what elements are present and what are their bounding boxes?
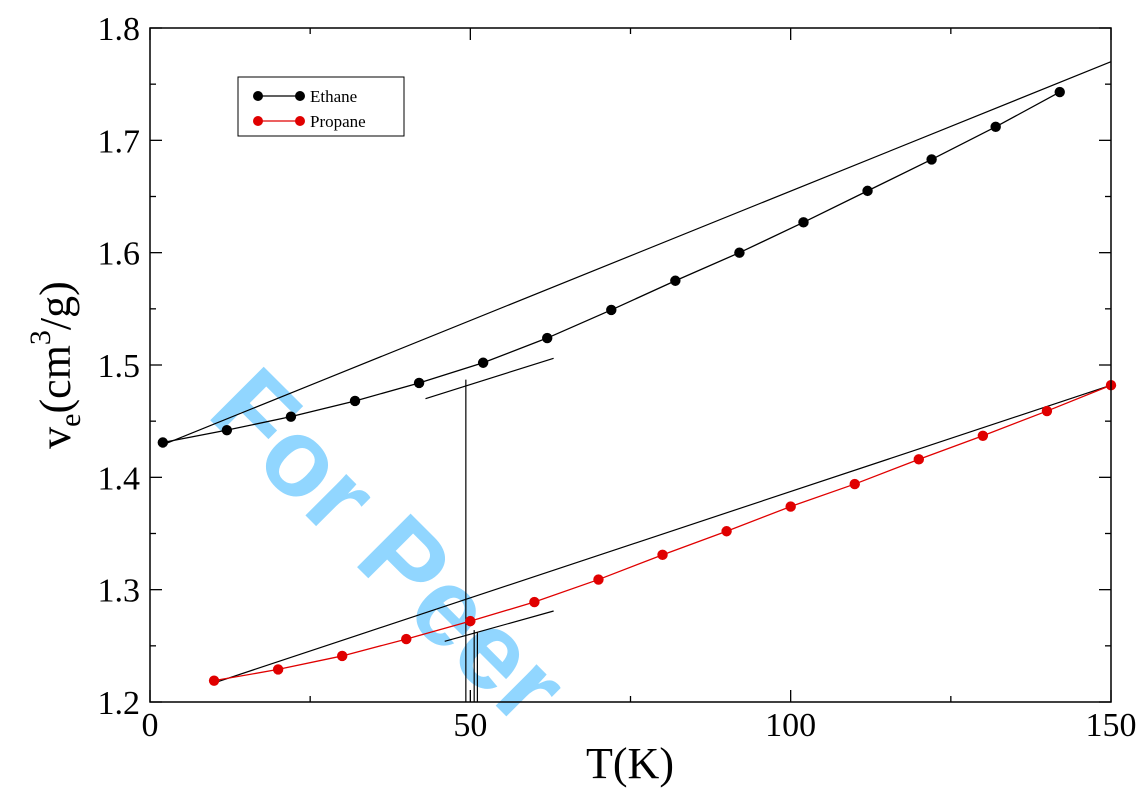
axis-ticks (149, 27, 1112, 703)
fit-line-3 (444, 610, 554, 642)
data-point-propane-11 (913, 454, 924, 465)
y-tick-label-6: 1.8 (98, 11, 141, 48)
data-point-ethane-14 (1054, 86, 1065, 98)
data-point-ethane-0 (157, 437, 169, 448)
data-point-ethane-8 (670, 275, 681, 286)
x-tick-label-1: 50 (453, 707, 487, 744)
y-axis-title-mid: (cm (31, 345, 80, 413)
data-series (157, 86, 1117, 686)
y-tick-label-0: 1.2 (98, 685, 141, 722)
y-axis-title-v: v (31, 427, 80, 449)
tick-labels: 0 50 100 150 1.2 1.3 1.4 1.5 1.6 1.7 1.8 (98, 11, 1137, 744)
data-point-ethane-6 (542, 332, 553, 344)
data-point-ethane-9 (734, 247, 745, 258)
data-point-propane-3 (401, 633, 412, 645)
data-point-propane-5 (529, 596, 540, 608)
x-tick-label-3: 150 (1086, 707, 1137, 744)
y-axis-title-sub: e (54, 413, 87, 426)
legend-label-ethane: Ethane (310, 87, 357, 106)
x-axis-title: T(K) (586, 739, 674, 788)
legend-box (237, 76, 405, 137)
fit-line-1 (213, 384, 1112, 684)
x-tick-label-0: 0 (142, 707, 159, 744)
y-tick-label-1: 1.3 (98, 573, 141, 610)
data-point-ethane-11 (862, 185, 873, 197)
legend-swatch-ethane-marker-right (295, 91, 305, 101)
legend-swatch-ethane-marker-left (253, 91, 263, 101)
data-point-ethane-2 (285, 411, 297, 422)
data-point-propane-8 (721, 526, 732, 537)
fit-line-0 (162, 61, 1112, 446)
svg-text:ve(cm3/g): ve(cm3/g) (24, 281, 87, 449)
y-axis-title: ve(cm3/g) (24, 281, 87, 449)
data-point-propane-13 (1041, 405, 1053, 417)
legend-label-propane: Propane (310, 112, 366, 131)
data-point-propane-1 (272, 664, 284, 675)
y-tick-label-4: 1.6 (98, 236, 141, 273)
data-point-propane-12 (977, 430, 989, 441)
data-point-propane-2 (337, 650, 348, 662)
data-point-ethane-10 (798, 217, 809, 228)
watermark-text: For Peer (188, 345, 591, 748)
fit-lines (162, 61, 1112, 684)
legend-swatch-propane-marker-right (295, 116, 305, 126)
data-point-ethane-7 (606, 304, 617, 316)
y-tick-label-2: 1.4 (98, 460, 141, 497)
data-point-propane-10 (849, 478, 860, 490)
y-tick-label-5: 1.7 (98, 123, 141, 160)
data-point-propane-7 (657, 549, 668, 561)
vertical-markers (465, 379, 478, 702)
data-point-propane-6 (593, 574, 604, 585)
legend: Ethane Propane (237, 76, 405, 137)
fit-line-2 (425, 357, 554, 400)
data-point-ethane-12 (926, 154, 937, 165)
data-point-propane-4 (465, 615, 476, 627)
y-axis-title-end: /g) (31, 281, 80, 330)
data-point-ethane-5 (477, 357, 489, 368)
legend-swatch-propane-marker-left (253, 116, 263, 126)
data-point-ethane-3 (349, 395, 361, 407)
y-tick-label-3: 1.5 (98, 348, 141, 385)
data-point-ethane-13 (990, 121, 1001, 133)
data-point-propane-0 (208, 675, 220, 686)
data-point-propane-9 (785, 501, 796, 512)
data-point-ethane-4 (413, 377, 425, 389)
y-axis-title-sup: 3 (24, 330, 57, 345)
data-point-ethane-1 (221, 424, 233, 436)
x-tick-label-2: 100 (765, 707, 816, 744)
